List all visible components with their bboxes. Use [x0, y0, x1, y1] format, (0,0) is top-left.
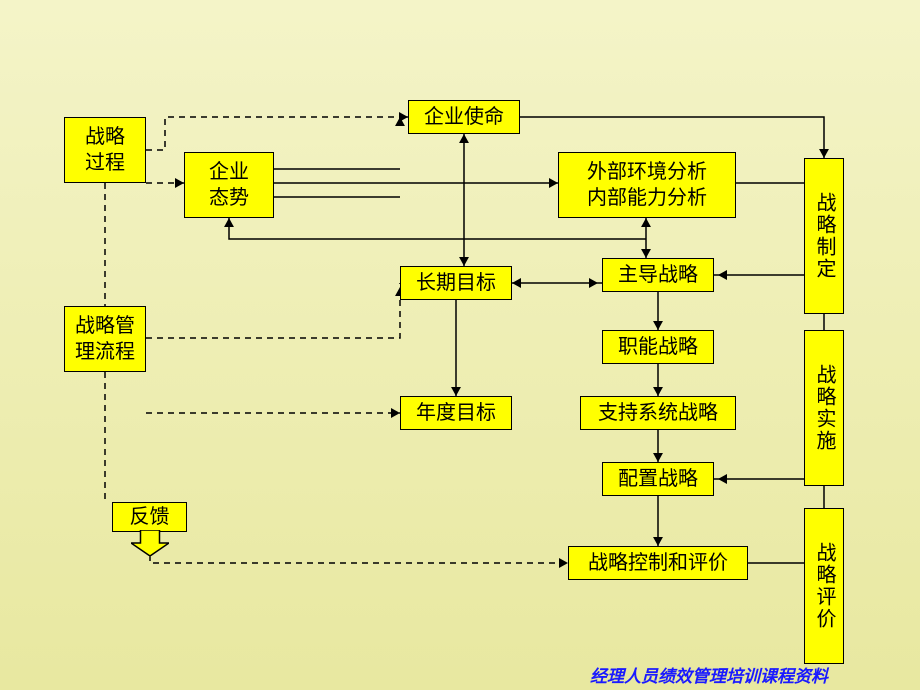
- node-support-sys: 支持系统战略: [580, 396, 736, 430]
- node-label: 配置战略: [618, 466, 698, 492]
- node-strategy-make: 战略制定: [804, 158, 844, 314]
- node-label: 战略制定: [811, 192, 837, 280]
- node-label: 反馈: [130, 504, 170, 530]
- node-label: 长期目标: [416, 270, 496, 296]
- node-label: 主导战略: [618, 262, 698, 288]
- node-mission: 企业使命: [408, 100, 520, 134]
- node-strategy-mgmt-flow: 战略管 理流程: [64, 306, 146, 372]
- node-control-eval: 战略控制和评价: [568, 546, 748, 580]
- node-label: 支持系统战略: [598, 400, 718, 426]
- node-label: 企业使命: [424, 104, 504, 130]
- node-annual-goal: 年度目标: [400, 396, 512, 430]
- node-strategy-eval: 战略评价: [804, 508, 844, 664]
- node-label: 企业 态势: [209, 159, 249, 211]
- node-label: 职能战略: [618, 334, 698, 360]
- feedback-down-arrow-icon: [131, 530, 169, 556]
- node-label: 战略管 理流程: [75, 313, 135, 365]
- node-ext-int-analysis: 外部环境分析 内部能力分析: [558, 152, 736, 218]
- node-label: 战略评价: [811, 542, 837, 630]
- node-config-strategy: 配置战略: [602, 462, 714, 496]
- node-label: 战略控制和评价: [588, 550, 728, 576]
- node-long-term-goal: 长期目标: [400, 266, 512, 300]
- node-label: 战略实施: [811, 364, 837, 452]
- node-label: 外部环境分析 内部能力分析: [587, 159, 707, 211]
- node-dominant-strategy: 主导战略: [602, 258, 714, 292]
- footer-text: 经理人员绩效管理培训课程资料: [590, 662, 828, 687]
- node-strategy-process: 战略 过程: [64, 117, 146, 183]
- node-strategy-impl: 战略实施: [804, 330, 844, 486]
- node-label: 年度目标: [416, 400, 496, 426]
- node-feedback: 反馈: [112, 502, 187, 532]
- node-functional-strategy: 职能战略: [602, 330, 714, 364]
- node-posture: 企业 态势: [184, 152, 274, 218]
- node-label: 战略 过程: [85, 124, 125, 176]
